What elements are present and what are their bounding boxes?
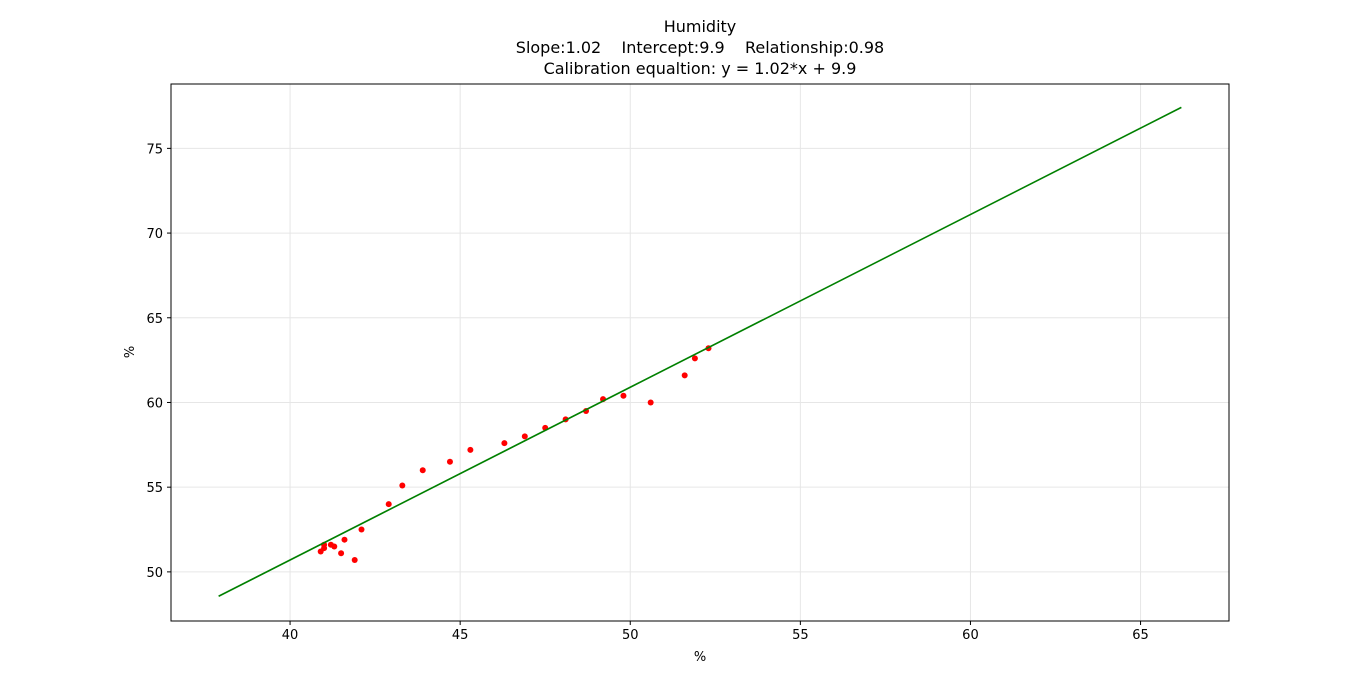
x-tick-label: 65 [1132,628,1149,643]
x-tick-label: 55 [792,628,809,643]
data-point [521,433,528,440]
data-point [331,543,338,550]
data-point [351,557,358,564]
x-axis-label: % [694,650,706,665]
data-point [419,467,426,474]
y-axis-label: % [123,346,138,358]
y-tick-label: 50 [146,566,163,581]
data-point [385,501,392,508]
data-point [647,399,654,406]
chart-subtitle-stats: Slope:1.02 Intercept:9.9 Relationship:0.… [515,38,885,57]
fit-line [218,106,1182,597]
data-point [338,550,345,557]
x-tick-label: 40 [282,628,299,643]
data-point [341,536,348,543]
data-point [446,458,453,465]
chart-title: Humidity [663,17,737,36]
axes-layer: 40 45 50 55 60 65 50 55 60 65 70 75 [146,142,1148,643]
data-point [501,440,508,447]
data-point [681,372,688,379]
grid-layer [171,84,1229,621]
x-tick-label: 50 [622,628,639,643]
x-tick-label: 60 [962,628,979,643]
series-layer [218,106,1182,597]
chart-subtitle-equation: Calibration equaltion: y = 1.02*x + 9.9 [543,59,857,78]
y-tick-label: 75 [146,142,163,157]
plot-frame [170,83,1230,622]
data-point [467,446,474,453]
y-tick-label: 60 [146,396,163,411]
y-tick-label: 70 [146,227,163,242]
data-point [620,392,627,399]
x-tick-label: 45 [452,628,469,643]
data-point [691,355,698,362]
data-point [399,482,406,489]
y-tick-label: 55 [146,481,163,496]
y-tick-label: 65 [146,312,163,327]
data-point [358,526,365,533]
